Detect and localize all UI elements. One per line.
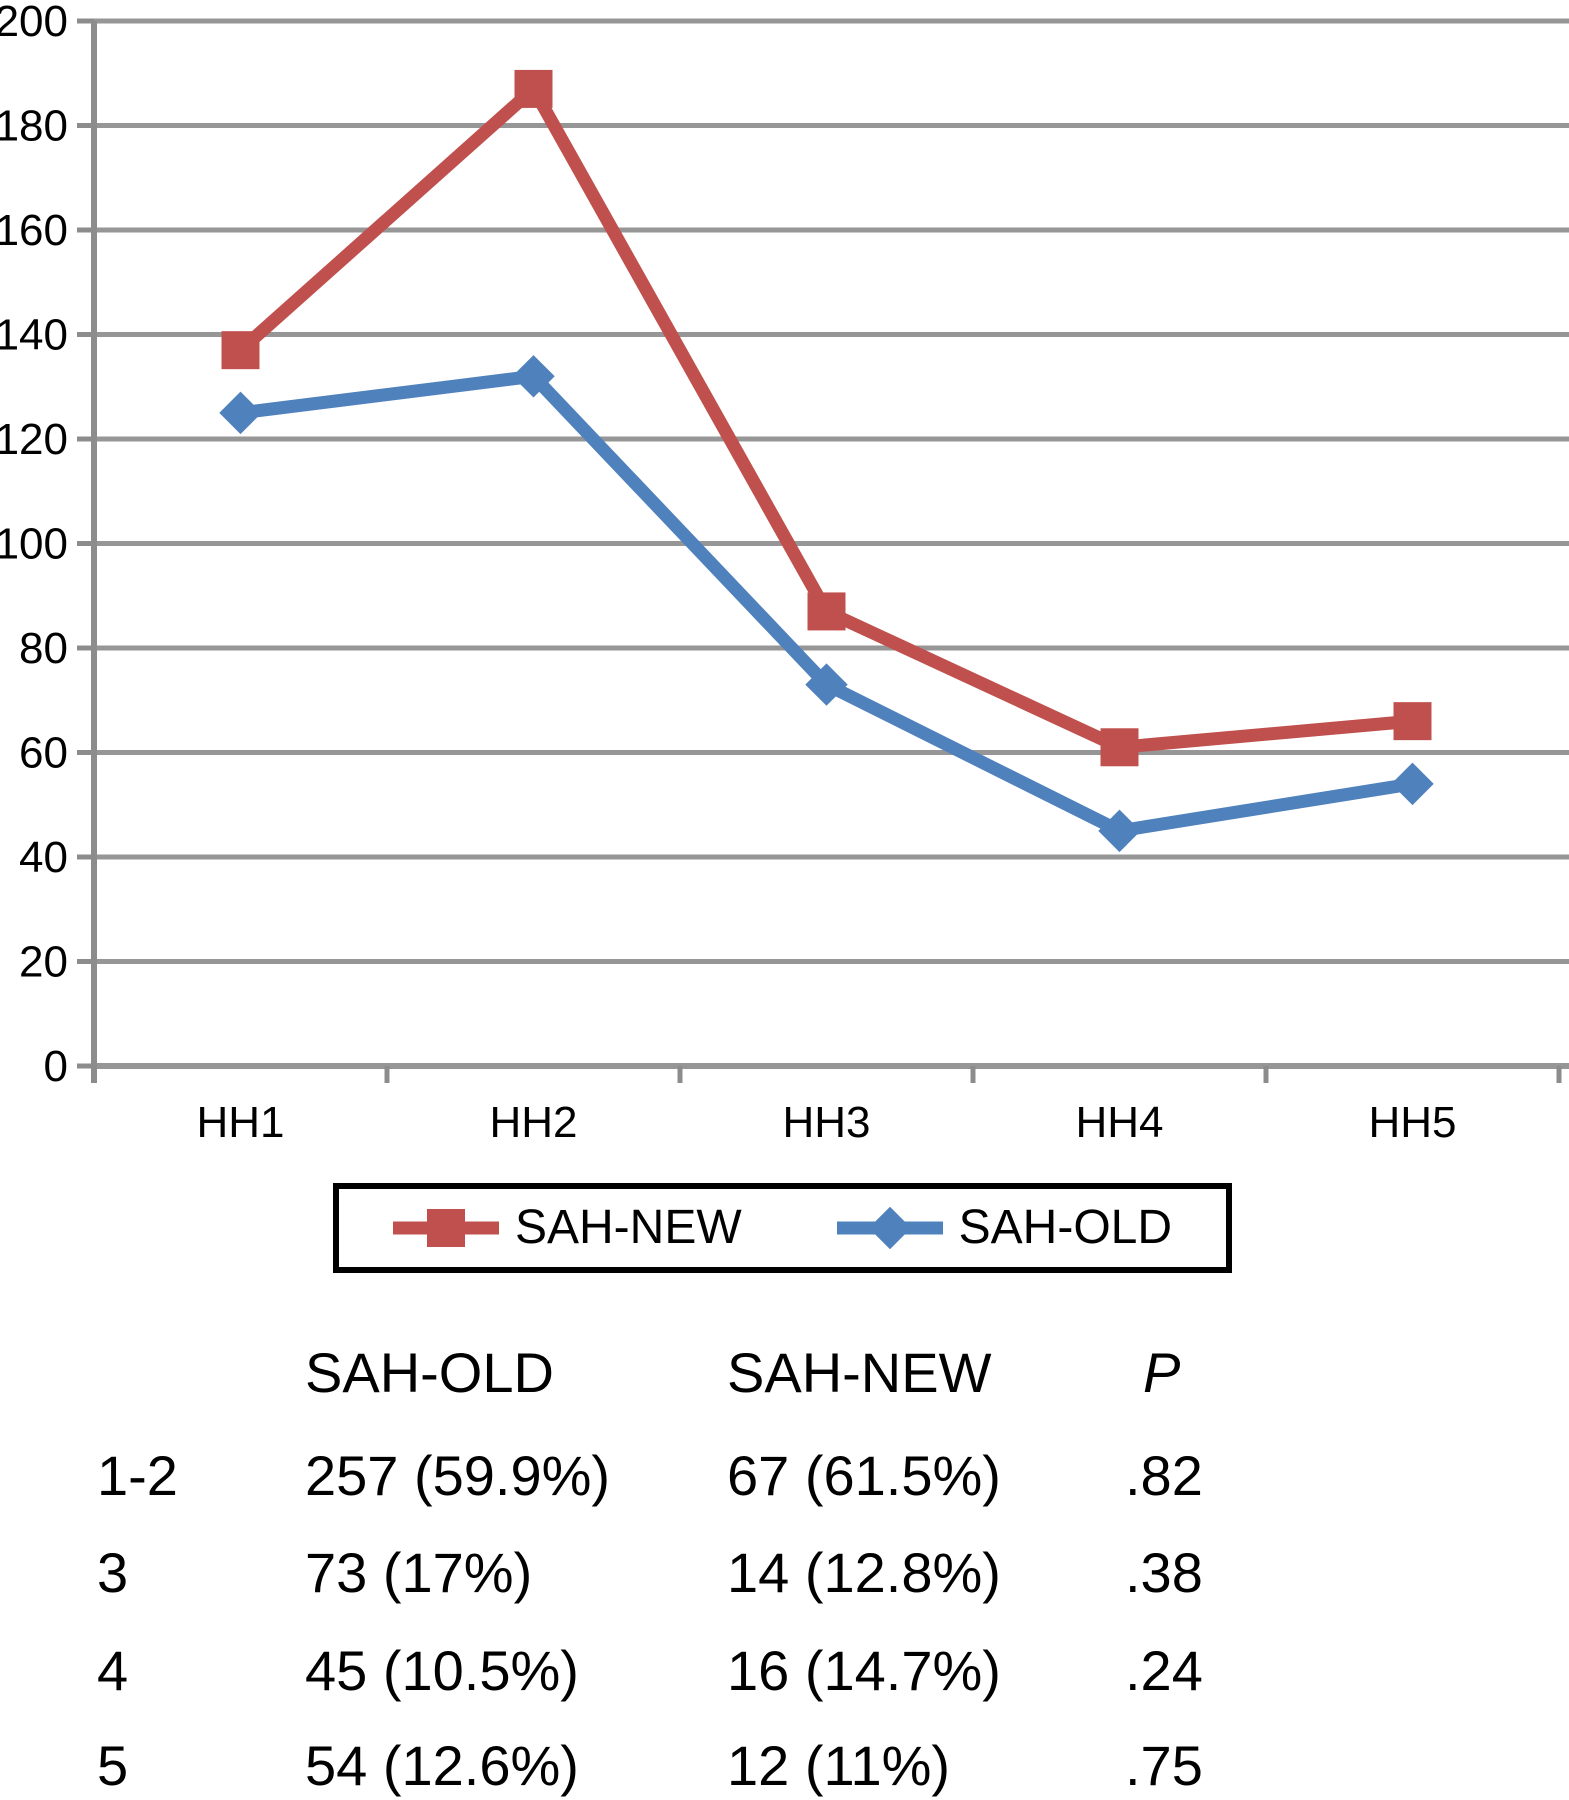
- y-tick-label: 200: [0, 0, 68, 46]
- legend-label-sah-new: SAH-NEW: [514, 1201, 742, 1254]
- table-header-sah-old: SAH-OLD: [305, 1341, 554, 1404]
- legend-item-sah-new: SAH-NEW: [392, 1201, 742, 1254]
- y-tick-label: 0: [44, 1042, 68, 1091]
- x-category-label: HH5: [1368, 1098, 1456, 1147]
- row-label: 4: [97, 1639, 129, 1702]
- row-label: 5: [97, 1734, 129, 1797]
- sah-old-line-marker-icon: [836, 1206, 943, 1250]
- y-tick-label: 120: [0, 415, 68, 464]
- y-tick-label: 60: [19, 729, 68, 778]
- diamond-marker-icon: [868, 1206, 911, 1250]
- sah-new-value: 12 (11%): [727, 1734, 951, 1797]
- sah-old-value: 45 (10.5%): [305, 1639, 579, 1702]
- x-category-label: HH1: [196, 1098, 284, 1147]
- data-point-sah-new-hh5: [1393, 702, 1432, 741]
- y-tick-label: 160: [0, 206, 68, 255]
- y-tick-label: 20: [19, 938, 68, 987]
- sah-new-line-marker-icon: [392, 1209, 499, 1247]
- data-point-sah-old-hh1: [219, 391, 262, 435]
- data-point-sah-old-hh4: [1098, 809, 1141, 853]
- table-header-p: P: [1143, 1341, 1181, 1404]
- y-tick-label: 140: [0, 311, 68, 360]
- p-value: .75: [1125, 1734, 1203, 1797]
- y-tick-label: 40: [19, 833, 68, 882]
- y-tick-label: 80: [19, 624, 68, 673]
- sah-old-value: 73 (17%): [305, 1541, 533, 1604]
- x-category-label: HH3: [782, 1098, 870, 1147]
- sah-new-value: 67 (61.5%): [727, 1444, 1001, 1507]
- x-category-label: HH4: [1075, 1098, 1163, 1147]
- sah-old-value: 257 (59.9%): [305, 1444, 611, 1507]
- line-chart: 0 20 40 60 80 100 120 140 160 180 200 HH1 HH2 HH3 HH4 H…: [0, 0, 1569, 1147]
- x-category-label: HH2: [489, 1098, 577, 1147]
- legend-label-sah-old: SAH-OLD: [958, 1201, 1173, 1254]
- square-marker-icon: [426, 1209, 465, 1247]
- y-tick-label: 100: [0, 520, 68, 569]
- row-label: 3: [97, 1541, 129, 1604]
- sah-new-value: 14 (12.8%): [727, 1541, 1001, 1604]
- data-point-sah-new-hh1: [221, 331, 260, 370]
- p-value: .38: [1125, 1541, 1203, 1604]
- sah-old-value: 54 (12.6%): [305, 1734, 579, 1797]
- data-point-sah-new-hh4: [1100, 728, 1139, 767]
- data-point-sah-new-hh3: [807, 592, 846, 631]
- data-point-sah-old-hh5: [1391, 762, 1434, 806]
- row-label: 1-2: [97, 1444, 178, 1507]
- chart-legend: SAH-NEW SAH-OLD: [333, 1183, 1232, 1273]
- y-tick-label: 180: [0, 102, 68, 151]
- stats-table: SAH-OLD SAH-NEW P 1-2 257 (59.9%) 67 (61…: [0, 1318, 1569, 1800]
- data-point-sah-new-hh2: [514, 69, 553, 108]
- p-value: .24: [1125, 1639, 1203, 1702]
- sah-new-value: 16 (14.7%): [727, 1639, 1001, 1702]
- p-value: .82: [1125, 1444, 1203, 1507]
- table-header-sah-new: SAH-NEW: [727, 1341, 992, 1404]
- legend-item-sah-old: SAH-OLD: [836, 1201, 1173, 1254]
